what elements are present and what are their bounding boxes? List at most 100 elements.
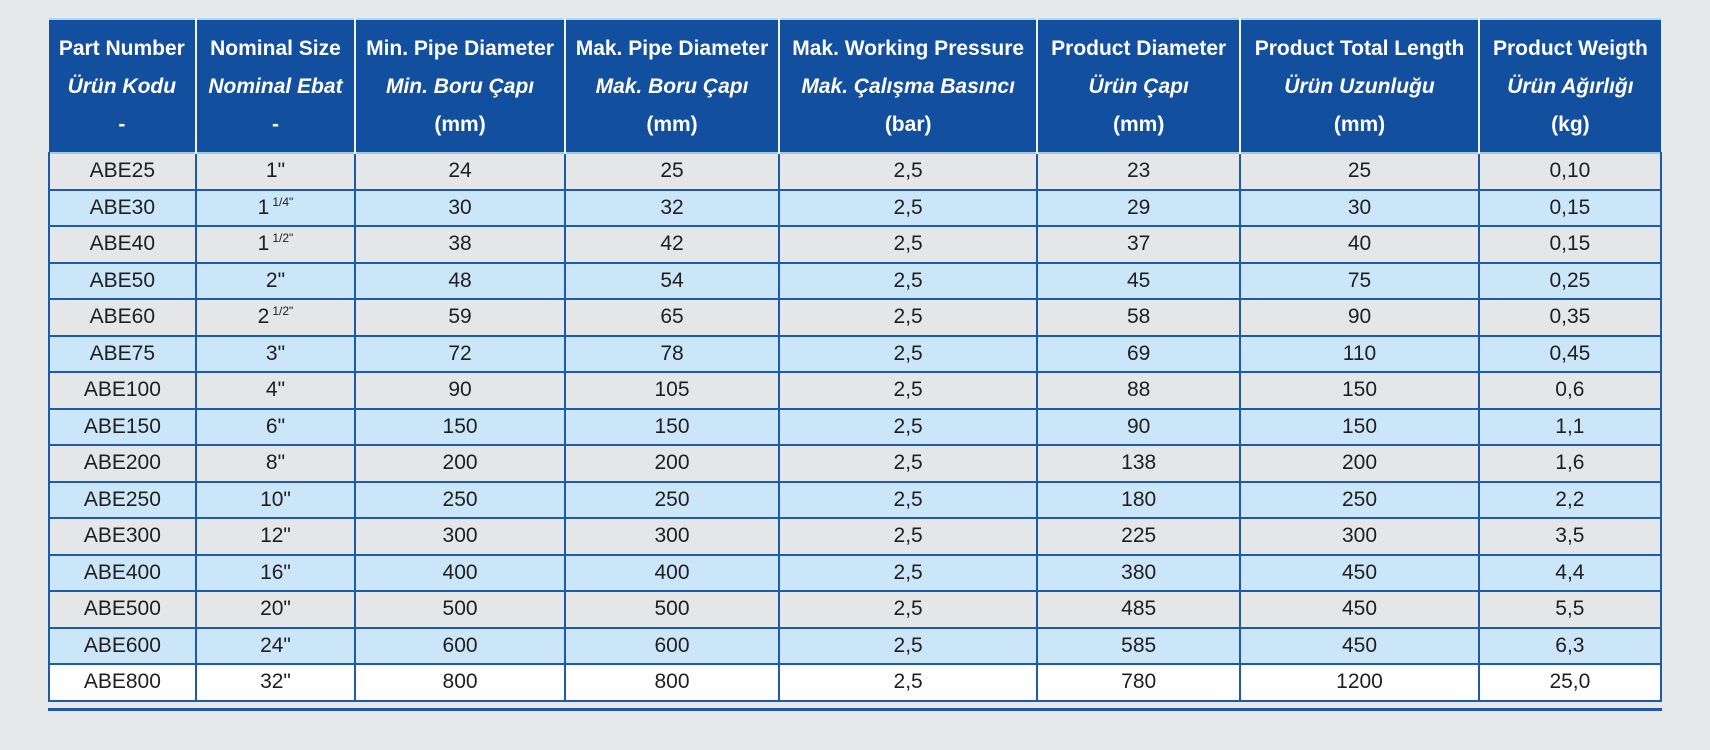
column-header-en: Part Number	[58, 36, 185, 60]
table-row: ABE30 1 1/4" 30 32 2,5 29 30 0,15	[48, 188, 1663, 227]
product-spec-table: Part Number Ürün Kodu - Nominal Size Nominal…	[48, 18, 1663, 702]
nominal-size-base: 1"	[265, 159, 286, 183]
column-header-tr: Ürün Ağırlığı	[1507, 74, 1634, 98]
cell-product-diameter: 585	[1036, 626, 1242, 665]
cell-working-pressure: 2,5	[778, 407, 1039, 446]
column-header-unit: (bar)	[884, 112, 932, 136]
column-header-tr: Ürün Uzunluğu	[1284, 74, 1435, 98]
cell-product-length: 250	[1239, 480, 1480, 519]
cell-part-number: ABE60	[48, 298, 197, 337]
column-header-en: Min. Pipe Diameter	[366, 36, 554, 60]
column-header-unit: -	[118, 112, 126, 136]
cell-part-number: ABE400	[48, 553, 197, 592]
cell-min-pipe-diameter: 24	[354, 152, 566, 191]
nominal-size-base: 6"	[265, 414, 286, 438]
column-header-unit: (mm)	[1112, 112, 1165, 136]
cell-part-number: ABE200	[48, 444, 197, 483]
cell-min-pipe-diameter: 600	[354, 626, 566, 665]
cell-part-number: ABE25	[48, 152, 197, 191]
cell-nominal-size: 1 1/4"	[194, 188, 357, 227]
cell-max-pipe-diameter: 42	[563, 225, 781, 264]
cell-nominal-size: 1 1/2"	[194, 225, 357, 264]
table-row: ABE250 10" 250 250 2,5 180 250 2,2	[48, 480, 1663, 519]
cell-working-pressure: 2,5	[778, 480, 1039, 519]
cell-max-pipe-diameter: 150	[563, 407, 781, 446]
cell-nominal-size: 32"	[194, 663, 357, 702]
nominal-size-base: 4"	[265, 378, 286, 402]
column-header-en: Product Diameter	[1051, 36, 1227, 60]
nominal-size-base: 3"	[265, 341, 286, 365]
cell-product-length: 40	[1239, 225, 1480, 264]
nominal-size-fraction: 1/4"	[272, 194, 294, 209]
cell-nominal-size: 12"	[194, 517, 357, 556]
cell-product-length: 110	[1239, 334, 1480, 373]
nominal-size-base: 20"	[260, 597, 291, 621]
table-row: ABE60 2 1/2" 59 65 2,5 58 90 0,35	[48, 298, 1663, 337]
cell-max-pipe-diameter: 300	[563, 517, 781, 556]
cell-part-number: ABE50	[48, 261, 197, 300]
column-header: Mak. Working Pressure Mak. Çalışma Basınc…	[779, 18, 1039, 153]
cell-working-pressure: 2,5	[778, 663, 1039, 702]
cell-product-weight: 0,15	[1477, 225, 1663, 264]
table-row: ABE300 12" 300 300 2,5 225 300 3,5	[48, 517, 1663, 556]
cell-min-pipe-diameter: 38	[354, 225, 566, 264]
nominal-size-base: 2	[257, 305, 270, 329]
cell-product-diameter: 88	[1036, 371, 1242, 410]
nominal-size-base: 10"	[260, 487, 291, 511]
cell-part-number: ABE40	[48, 225, 197, 264]
nominal-size-base: 1	[257, 195, 270, 219]
cell-part-number: ABE75	[48, 334, 197, 373]
column-header-en: Nominal Size	[210, 36, 341, 60]
cell-nominal-size: 6"	[194, 407, 357, 446]
table-row: ABE25 1" 24 25 2,5 23 25 0,10	[48, 152, 1663, 191]
column-header: Mak. Pipe Diameter Mak. Boru Çapı (mm)	[564, 18, 781, 153]
cell-product-weight: 1,1	[1477, 407, 1663, 446]
table-bottom-rule	[48, 707, 1662, 711]
column-header-unit: (mm)	[1333, 112, 1386, 136]
cell-part-number: ABE250	[48, 480, 197, 519]
cell-min-pipe-diameter: 150	[354, 407, 566, 446]
cell-product-length: 75	[1239, 261, 1480, 300]
cell-nominal-size: 4"	[194, 371, 357, 410]
cell-product-diameter: 225	[1036, 517, 1242, 556]
cell-product-length: 30	[1239, 188, 1480, 227]
cell-product-diameter: 45	[1036, 261, 1242, 300]
cell-part-number: ABE300	[48, 517, 197, 556]
cell-working-pressure: 2,5	[778, 188, 1039, 227]
cell-working-pressure: 2,5	[778, 152, 1039, 191]
cell-max-pipe-diameter: 800	[563, 663, 781, 702]
product-spec-table-wrap: Part Number Ürün Kodu - Nominal Size Nominal…	[48, 18, 1663, 711]
cell-product-diameter: 180	[1036, 480, 1242, 519]
cell-min-pipe-diameter: 30	[354, 188, 566, 227]
cell-working-pressure: 2,5	[778, 444, 1039, 483]
cell-product-weight: 0,6	[1477, 371, 1663, 410]
table-row: ABE500 20" 500 500 2,5 485 450 5,5	[48, 590, 1663, 629]
cell-min-pipe-diameter: 59	[354, 298, 566, 337]
cell-working-pressure: 2,5	[778, 371, 1039, 410]
cell-nominal-size: 10"	[194, 480, 357, 519]
nominal-size-fraction: 1/2"	[272, 231, 294, 246]
nominal-size-base: 8"	[265, 451, 286, 475]
cell-product-length: 450	[1239, 553, 1480, 592]
nominal-size-base: 32"	[260, 670, 291, 694]
table-body: ABE25 1" 24 25 2,5 23 25 0,10 ABE30 1 1/4" 30 32 2,5 2…	[48, 152, 1663, 702]
cell-working-pressure: 2,5	[778, 626, 1039, 665]
table-row: ABE100 4" 90 105 2,5 88 150 0,6	[48, 371, 1663, 410]
cell-working-pressure: 2,5	[778, 334, 1039, 373]
cell-min-pipe-diameter: 72	[354, 334, 566, 373]
cell-nominal-size: 8"	[194, 444, 357, 483]
cell-product-diameter: 58	[1036, 298, 1242, 337]
cell-product-diameter: 37	[1036, 225, 1242, 264]
cell-product-weight: 4,4	[1477, 553, 1663, 592]
column-header-unit: (mm)	[434, 112, 486, 136]
table-row: ABE75 3" 72 78 2,5 69 110 0,45	[48, 334, 1663, 373]
column-header-tr: Ürün Çapı	[1088, 74, 1189, 98]
cell-product-weight: 25,0	[1477, 663, 1663, 702]
column-header-en: Product Total Length	[1254, 36, 1465, 60]
cell-max-pipe-diameter: 65	[563, 298, 781, 337]
cell-product-length: 150	[1239, 371, 1480, 410]
cell-product-weight: 3,5	[1477, 517, 1663, 556]
cell-min-pipe-diameter: 250	[354, 480, 566, 519]
cell-product-diameter: 485	[1036, 590, 1242, 629]
cell-product-weight: 0,35	[1477, 298, 1663, 337]
